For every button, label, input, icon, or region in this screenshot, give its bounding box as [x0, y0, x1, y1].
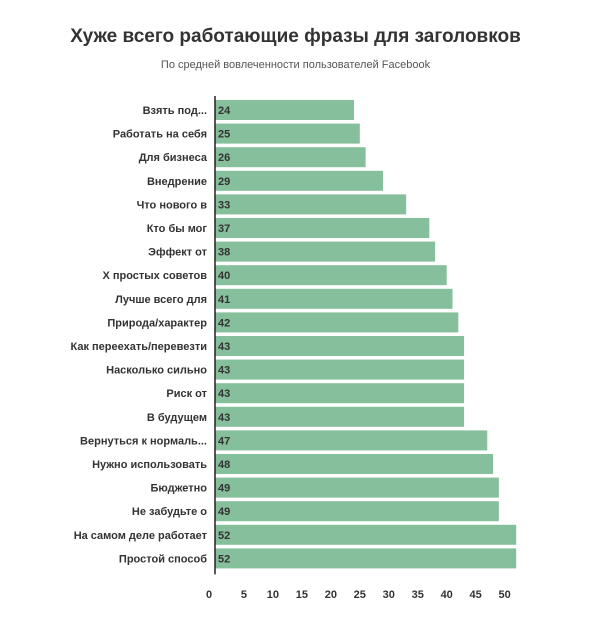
value-label: 29 [218, 176, 230, 188]
value-label: 52 [218, 553, 230, 565]
bar [215, 100, 355, 120]
value-label: 43 [218, 341, 230, 353]
bars-group [215, 100, 517, 569]
value-label: 38 [218, 247, 230, 259]
category-label: Простой способ [119, 553, 207, 565]
value-label: 37 [218, 223, 230, 235]
category-label: Как переехать/перевезти [71, 341, 208, 353]
x-tick-label: 10 [267, 589, 279, 601]
bar [215, 430, 488, 451]
category-label: Нужно использовать [92, 459, 207, 471]
bar [215, 265, 447, 286]
value-label: 26 [218, 152, 230, 164]
x-tick-label: 25 [354, 589, 366, 601]
x-tick-label: 45 [470, 589, 482, 601]
bar [215, 477, 499, 498]
category-label: Природа/характер [107, 317, 207, 329]
bar [215, 170, 383, 191]
value-label: 41 [218, 294, 230, 306]
bar [215, 406, 465, 427]
category-label: Лучше всего для [115, 294, 207, 306]
bar [215, 383, 465, 404]
bar [215, 312, 459, 333]
value-label: 47 [218, 435, 230, 447]
x-tick-label: 40 [441, 589, 453, 601]
bar [215, 454, 494, 474]
bar [215, 501, 499, 522]
bar [215, 123, 360, 144]
bar [215, 524, 517, 545]
category-label: Внедрение [147, 176, 207, 188]
bar [215, 336, 465, 356]
category-label: Кто бы мог [147, 223, 208, 235]
category-label: Х простых советов [102, 270, 207, 282]
x-tick-label: 0 [206, 589, 212, 601]
x-tick-labels: 0 5 10 15 20 25 30 35 40 45 50 [206, 589, 511, 601]
bar [215, 288, 453, 309]
value-label: 49 [218, 506, 230, 518]
category-label: В будущем [147, 412, 207, 424]
bar [215, 218, 430, 238]
value-label: 43 [218, 365, 230, 377]
category-label: Работать на себя [113, 129, 207, 141]
bar [215, 548, 517, 569]
category-label: Вернуться к нормаль... [80, 435, 207, 447]
value-label: 43 [218, 388, 230, 400]
chart-title: Хуже всего работающие фразы для заголовк… [70, 26, 521, 47]
value-label: 49 [218, 483, 230, 495]
category-label: Взять под... [143, 105, 207, 117]
category-label: Эффект от [148, 247, 207, 259]
value-label: 43 [218, 412, 230, 424]
value-label: 48 [218, 459, 230, 471]
value-label: 24 [218, 105, 231, 117]
category-labels: Взять под... Работать на себя Для бизнеса В… [71, 105, 208, 565]
category-label: Не забудьте о [132, 506, 207, 518]
x-tick-label: 30 [383, 589, 395, 601]
category-label: Что нового в [137, 199, 208, 211]
chart-subtitle: По средней вовлеченности пользователей F… [160, 59, 431, 71]
bar [215, 241, 436, 262]
bar [215, 359, 465, 380]
category-label: Бюджетно [150, 483, 207, 495]
value-label: 52 [218, 530, 230, 542]
category-label: Для бизнеса [139, 152, 208, 164]
x-tick-label: 50 [498, 589, 510, 601]
value-label: 42 [218, 317, 230, 329]
value-label: 25 [218, 129, 230, 141]
x-tick-label: 5 [241, 589, 247, 601]
value-labels: 24 25 26 29 33 37 38 40 41 42 43 43 43 43 47 48 49 49 52 52 [218, 105, 231, 565]
x-tick-label: 15 [296, 589, 308, 601]
x-tick-label: 35 [412, 589, 424, 601]
value-label: 33 [218, 199, 230, 211]
bar [215, 147, 366, 168]
value-label: 40 [218, 270, 230, 282]
category-label: На самом деле работает [74, 530, 208, 542]
x-tick-label: 20 [325, 589, 337, 601]
category-label: Насколько сильно [106, 365, 207, 377]
bar [215, 194, 407, 215]
category-label: Риск от [166, 388, 207, 400]
